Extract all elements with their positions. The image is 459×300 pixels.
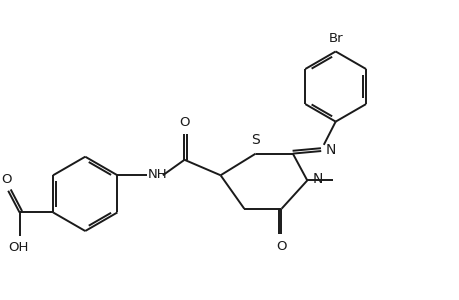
Text: Br: Br bbox=[328, 32, 342, 45]
Text: N: N bbox=[312, 172, 322, 186]
Text: O: O bbox=[1, 172, 11, 186]
Text: OH: OH bbox=[8, 241, 28, 254]
Text: NH: NH bbox=[147, 168, 167, 181]
Text: N: N bbox=[325, 143, 335, 157]
Text: S: S bbox=[251, 134, 259, 147]
Text: O: O bbox=[179, 116, 189, 129]
Text: O: O bbox=[276, 240, 286, 253]
